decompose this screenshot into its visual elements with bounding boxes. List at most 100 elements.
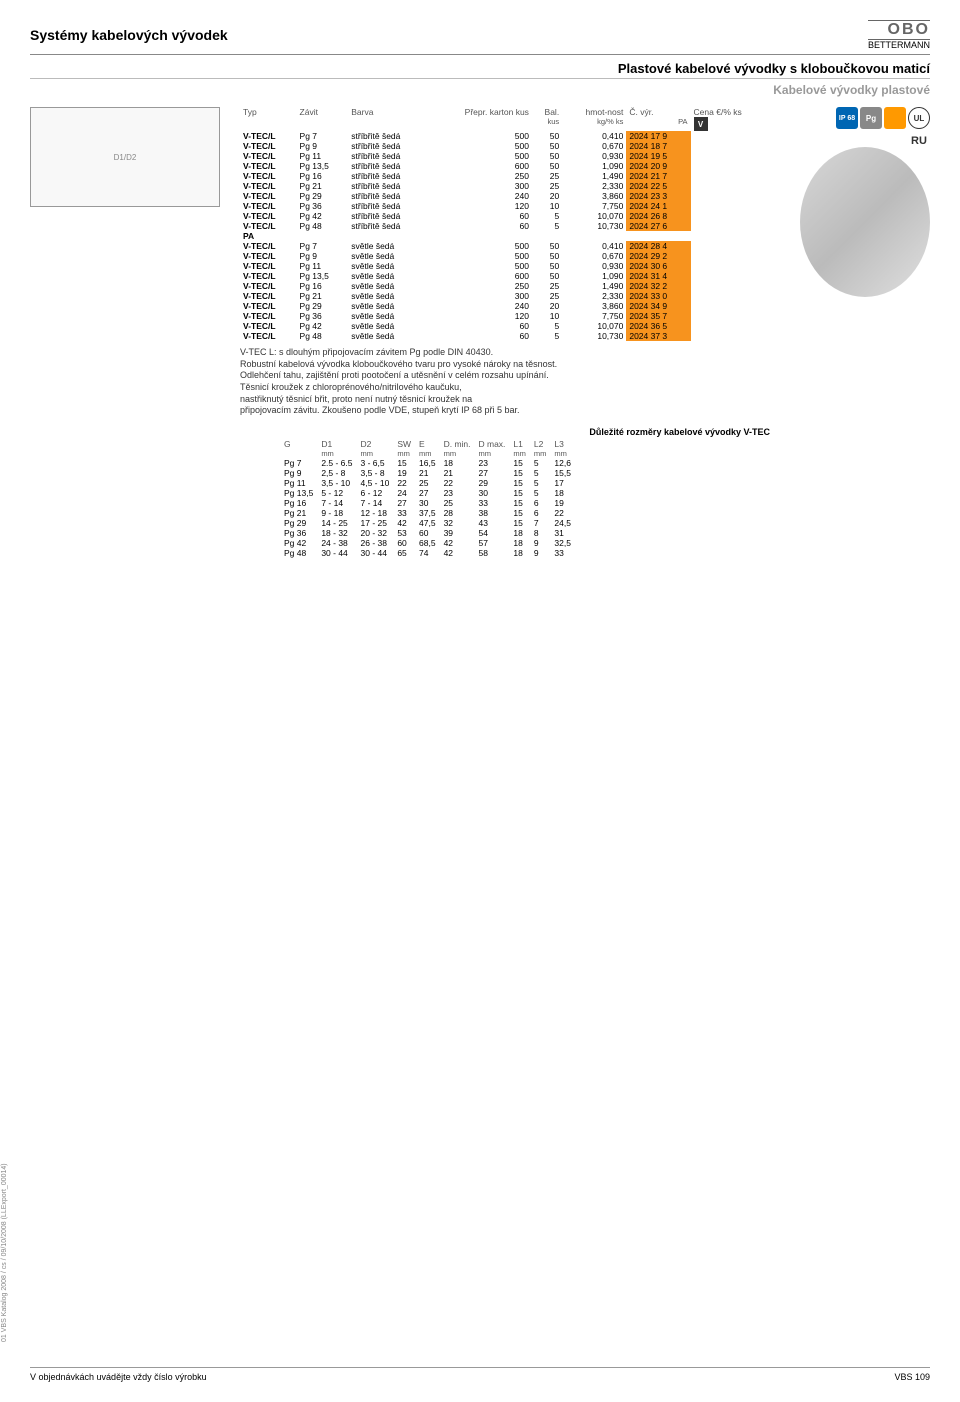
dims-cell: 33 [550,548,575,558]
dims-cell: 18 [509,528,530,538]
dims-cell: 30 - 44 [357,548,394,558]
dims-cell: 15 [509,468,530,478]
dims-cell: 4,5 - 10 [357,478,394,488]
cell-typ: V-TEC/L [240,161,297,171]
cell-barva: stříbřitě šedá [348,221,429,231]
cell-prepr: 240 [429,191,532,201]
cell-zavit: Pg 42 [297,211,349,221]
cell-partno: 2024 29 2 [626,251,690,261]
cell-zavit: Pg 42 [297,321,349,331]
dims-cell: 18 [550,488,575,498]
desc-line: Robustní kabelová vývodka kloboučkového … [240,359,770,371]
logo-sub: BETTERMANN [868,40,930,50]
cell-bal: 5 [532,331,562,341]
cell-cena [691,271,770,281]
table-row: V-TEC/LPg 36světle šedá120107,7502024 35… [240,311,770,321]
dims-cell: 24,5 [550,518,575,528]
cell-hmot: 10,070 [562,321,626,331]
dims-cell: 60 [415,528,440,538]
product-table: Typ Závit Barva Přepr. karton kus Bal. h… [240,107,770,341]
cell-cena [691,211,770,221]
cell-zavit: Pg 11 [297,151,349,161]
cell-prepr: 250 [429,171,532,181]
ip-rating-icon: IP 68 [836,107,858,129]
dims-cell: 21 [415,468,440,478]
cell-barva: stříbřitě šedá [348,171,429,181]
cell-partno: 2024 37 3 [626,331,690,341]
dims-cell: 43 [475,518,510,528]
cell-bal: 10 [532,311,562,321]
cell-hmot: 1,090 [562,161,626,171]
cell-partno: 2024 33 0 [626,291,690,301]
dims-cell: 53 [393,528,415,538]
dims-cell: 3,5 - 8 [357,468,394,478]
cell-bal: 50 [532,271,562,281]
dims-cell: 42 [440,538,475,548]
th-barva: Barva [348,107,429,117]
dims-th: L2 [530,439,551,449]
dims-cell: 12,6 [550,458,575,468]
cell-barva: světle šedá [348,251,429,261]
dims-cell: 15 [509,488,530,498]
dims-cell: 25 [415,478,440,488]
cell-barva: světle šedá [348,241,429,251]
cell-zavit: Pg 7 [297,241,349,251]
cell-bal: 50 [532,241,562,251]
cell-prepr: 500 [429,151,532,161]
cell-typ: V-TEC/L [240,191,297,201]
unit-hmot: kg/% ks [562,117,626,131]
dims-cell: Pg 11 [280,478,317,488]
th-prepr: Přepr. karton kus [429,107,532,117]
dims-cell: 19 [393,468,415,478]
dims-unit: mm [317,449,356,458]
cell-zavit: Pg 16 [297,281,349,291]
cell-cena [691,291,770,301]
cell-typ: V-TEC/L [240,171,297,181]
cell-hmot: 3,860 [562,301,626,311]
icons-row: IP 68 Pg UL [790,107,930,129]
cell-bal: 5 [532,321,562,331]
cell-partno: 2024 34 9 [626,301,690,311]
table-row: V-TEC/LPg 9světle šedá500500,6702024 29 … [240,251,770,261]
cell-barva: stříbřitě šedá [348,191,429,201]
cell-typ: V-TEC/L [240,331,297,341]
cell-zavit: Pg 48 [297,221,349,231]
page-header: Systémy kabelových vývodek OBO BETTERMAN… [30,20,930,55]
cell-bal: 25 [532,171,562,181]
cell-typ: V-TEC/L [240,291,297,301]
dims-cell: 5 [530,458,551,468]
cell-cena [691,161,770,171]
right-column: IP 68 Pg UL RU [790,107,930,558]
dims-cell: 6 - 12 [357,488,394,498]
product-image [800,147,930,297]
cell-hmot: 0,670 [562,141,626,151]
dims-cell: Pg 16 [280,498,317,508]
dims-cell: 6 [530,508,551,518]
cell-partno: 2024 35 7 [626,311,690,321]
dims-cell: Pg 48 [280,548,317,558]
logo-main: OBO [868,20,930,40]
cell-cena [691,241,770,251]
dims-cell: 21 [440,468,475,478]
cell-cena [691,281,770,291]
cell-prepr: 60 [429,211,532,221]
cell-cena [691,251,770,261]
dims-row: Pg 3618 - 3220 - 325360395418831 [280,528,575,538]
cell-hmot: 2,330 [562,291,626,301]
cell-barva: světle šedá [348,331,429,341]
dims-cell: 32 [440,518,475,528]
cell-cena [691,201,770,211]
dims-cell: 23 [440,488,475,498]
dims-cell: 54 [475,528,510,538]
unit-bal: kus [532,117,562,131]
cell-bal: 50 [532,251,562,261]
dims-row: Pg 4224 - 3826 - 386068,5425718932,5 [280,538,575,548]
dims-row: Pg 4830 - 4430 - 446574425818933 [280,548,575,558]
cell-partno: 2024 23 3 [626,191,690,201]
table-row: V-TEC/LPg 16stříbřitě šedá250251,4902024… [240,171,770,181]
dims-cell: 3 - 6,5 [357,458,394,468]
cell-partno: 2024 21 7 [626,171,690,181]
dims-cell: 18 [509,548,530,558]
content: D1/D2 Typ Závit Barva Přepr. karton kus … [30,107,930,558]
cell-bal: 50 [532,131,562,141]
